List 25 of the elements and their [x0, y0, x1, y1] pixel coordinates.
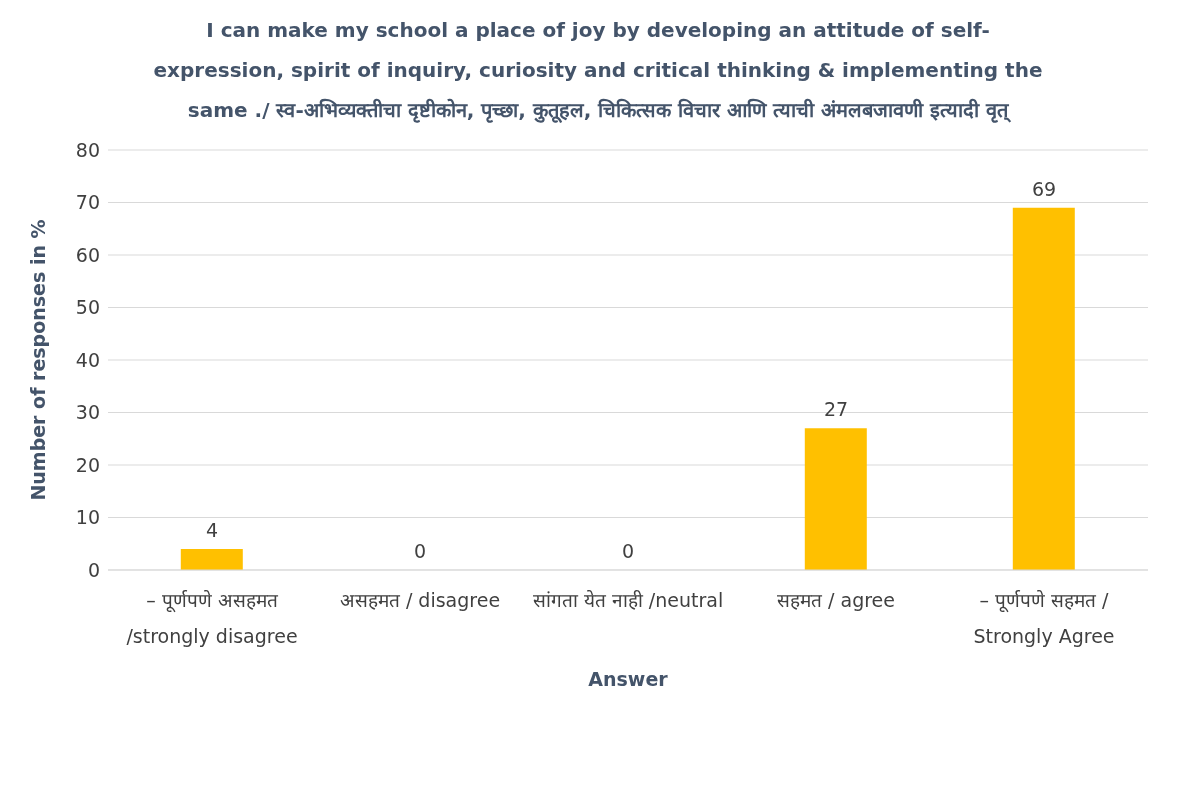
x-tick-label: – पूर्णपणे सहमत / Strongly Agree — [972, 588, 1116, 649]
x-tick-label: सहमत / agree — [776, 588, 896, 613]
y-tick-label: 30 — [75, 401, 100, 424]
bar — [180, 549, 243, 570]
chart-title: I can make my school a place of joy by developing an attitude of self-expression, spirit of inquiry, curiosity and critical thinking & implementing the same ./ स्व-अभिव्यक्तीचा दृष्टीकोन, पृच्छा, कुतूहल, चिकित्सक विचार आणि त्याची अंमलबजावणी इत्यादी वृत् — [152, 17, 1044, 125]
data-label: 69 — [1031, 177, 1057, 200]
bar — [804, 428, 867, 570]
x-tick-label: सांगता येत नाही /neutral — [531, 588, 725, 613]
y-tick-label: 60 — [75, 243, 100, 266]
y-tick-label: 0 — [87, 558, 100, 581]
data-label: 0 — [621, 540, 635, 562]
y-tick-label: 80 — [75, 138, 100, 161]
y-axis-title: Number of responses in % — [26, 219, 49, 501]
x-axis-title: Answer — [588, 668, 669, 690]
data-label: 27 — [823, 398, 849, 421]
y-tick-label: 70 — [75, 191, 100, 214]
data-label: 0 — [413, 540, 427, 562]
x-tick-label: असहमत / disagree — [338, 588, 502, 613]
y-tick-label: 20 — [75, 453, 100, 476]
bar — [1012, 207, 1075, 570]
x-tick-label: – पूर्णपणे असहमत /strongly disagree — [125, 588, 299, 649]
y-tick-label: 50 — [75, 296, 100, 319]
data-label: 4 — [205, 519, 219, 541]
y-tick-label: 10 — [75, 506, 100, 529]
y-tick-label: 40 — [75, 348, 100, 371]
